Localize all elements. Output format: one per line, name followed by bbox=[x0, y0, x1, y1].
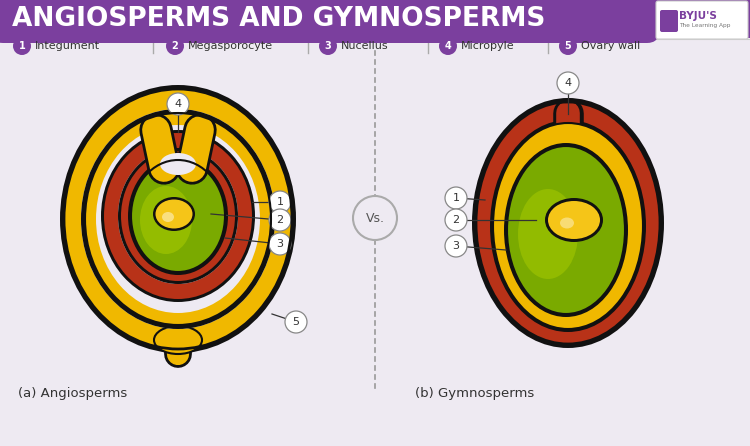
Ellipse shape bbox=[155, 199, 193, 228]
Circle shape bbox=[445, 235, 467, 257]
Text: 4: 4 bbox=[175, 99, 181, 109]
Circle shape bbox=[319, 37, 337, 55]
Text: 2: 2 bbox=[172, 41, 178, 51]
Circle shape bbox=[269, 209, 291, 231]
Circle shape bbox=[285, 311, 307, 333]
Ellipse shape bbox=[153, 197, 195, 231]
Ellipse shape bbox=[81, 109, 275, 329]
Ellipse shape bbox=[160, 153, 196, 175]
Circle shape bbox=[269, 233, 291, 255]
Text: Nucellus: Nucellus bbox=[341, 41, 388, 51]
Text: 2: 2 bbox=[452, 215, 460, 225]
Text: Vs.: Vs. bbox=[365, 211, 385, 224]
FancyBboxPatch shape bbox=[0, 0, 659, 43]
Bar bbox=[0, 0, 750, 38]
Ellipse shape bbox=[154, 326, 202, 354]
Ellipse shape bbox=[504, 143, 628, 317]
Circle shape bbox=[13, 37, 31, 55]
Ellipse shape bbox=[60, 85, 296, 353]
Circle shape bbox=[445, 187, 467, 209]
Ellipse shape bbox=[101, 130, 255, 302]
Circle shape bbox=[557, 72, 579, 94]
Ellipse shape bbox=[507, 146, 625, 314]
Text: (a) Angiosperms: (a) Angiosperms bbox=[18, 388, 128, 401]
Text: Megasporocyte: Megasporocyte bbox=[188, 41, 273, 51]
Ellipse shape bbox=[131, 160, 225, 272]
Ellipse shape bbox=[518, 189, 578, 279]
Ellipse shape bbox=[472, 98, 664, 348]
Text: 2: 2 bbox=[277, 215, 284, 225]
Ellipse shape bbox=[548, 201, 600, 239]
Ellipse shape bbox=[118, 148, 238, 284]
Text: 1: 1 bbox=[277, 197, 284, 207]
Circle shape bbox=[166, 37, 184, 55]
Circle shape bbox=[353, 196, 397, 240]
Ellipse shape bbox=[493, 123, 643, 329]
Ellipse shape bbox=[545, 198, 603, 242]
Text: 4: 4 bbox=[565, 78, 572, 88]
Text: Micropyle: Micropyle bbox=[461, 41, 514, 51]
Text: (b) Gymnosperms: (b) Gymnosperms bbox=[415, 388, 534, 401]
FancyBboxPatch shape bbox=[660, 10, 678, 32]
Ellipse shape bbox=[104, 133, 252, 299]
Ellipse shape bbox=[118, 148, 238, 284]
Text: ANGIOSPERMS AND GYMNOSPERMS: ANGIOSPERMS AND GYMNOSPERMS bbox=[12, 6, 545, 32]
Circle shape bbox=[445, 209, 467, 231]
Text: 5: 5 bbox=[292, 317, 299, 327]
Ellipse shape bbox=[85, 113, 271, 325]
FancyBboxPatch shape bbox=[656, 1, 748, 39]
Ellipse shape bbox=[128, 157, 228, 275]
Ellipse shape bbox=[64, 89, 292, 349]
Text: Ovary wall: Ovary wall bbox=[581, 41, 640, 51]
Text: 1: 1 bbox=[19, 41, 26, 51]
Ellipse shape bbox=[490, 120, 646, 332]
Ellipse shape bbox=[140, 186, 192, 254]
Ellipse shape bbox=[81, 109, 275, 329]
Text: 3: 3 bbox=[277, 239, 284, 249]
Text: Integument: Integument bbox=[35, 41, 100, 51]
Circle shape bbox=[167, 93, 189, 115]
Ellipse shape bbox=[121, 151, 235, 281]
Text: 4: 4 bbox=[445, 41, 452, 51]
Text: BYJU'S: BYJU'S bbox=[679, 11, 717, 21]
Ellipse shape bbox=[560, 218, 574, 228]
Text: The Learning App: The Learning App bbox=[679, 22, 730, 28]
Text: 3: 3 bbox=[452, 241, 460, 251]
Circle shape bbox=[559, 37, 577, 55]
Text: 5: 5 bbox=[565, 41, 572, 51]
Ellipse shape bbox=[476, 102, 660, 344]
Circle shape bbox=[269, 191, 291, 213]
Circle shape bbox=[439, 37, 457, 55]
Text: 1: 1 bbox=[452, 193, 460, 203]
Ellipse shape bbox=[162, 212, 174, 222]
Ellipse shape bbox=[96, 125, 260, 313]
Text: 3: 3 bbox=[325, 41, 332, 51]
